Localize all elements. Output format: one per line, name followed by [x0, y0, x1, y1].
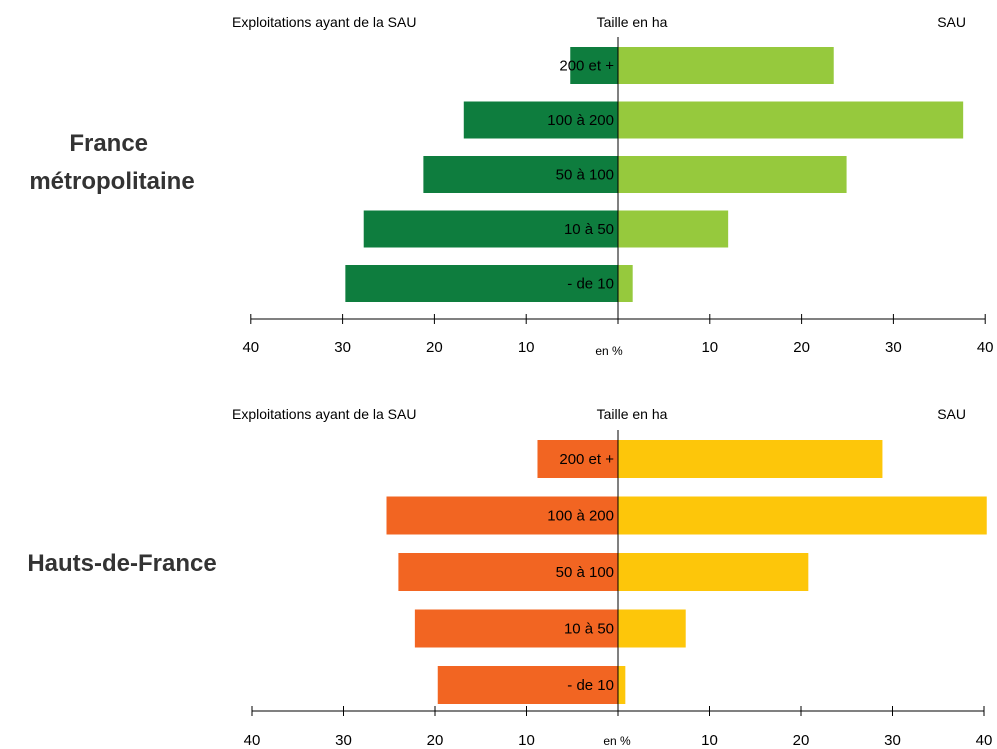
bar-right [618, 440, 883, 478]
category-label: 200 et + [559, 58, 614, 75]
category-label: 200 et + [559, 451, 614, 468]
bar-right [618, 265, 633, 302]
bars-group [386, 440, 987, 704]
category-label: 100 à 200 [547, 112, 614, 129]
tick-label: 40 [977, 339, 994, 356]
size-class-header: Taille en ha [597, 406, 668, 422]
category-label: 50 à 100 [556, 167, 614, 184]
category-labels: 200 et + 100 à 200 50 à 100 10 à 50 - de 10 [547, 451, 614, 694]
category-label: 100 à 200 [547, 508, 614, 525]
bar-left [363, 210, 618, 248]
tick-label: 40 [976, 732, 993, 749]
bar-left [437, 666, 618, 704]
bar-left [386, 496, 618, 535]
category-label: 10 à 50 [564, 621, 614, 638]
category-label: 10 à 50 [564, 221, 614, 238]
unit-label: en % [595, 344, 623, 358]
category-label: 50 à 100 [556, 564, 614, 581]
tick-label: 10 [518, 732, 535, 749]
bar-left [398, 553, 618, 591]
bar-right [618, 101, 964, 139]
unit-label: en % [603, 734, 631, 748]
bar-left [463, 101, 618, 139]
tick-label: 40 [242, 339, 259, 356]
tick-label: 30 [335, 732, 352, 749]
bar-right [618, 156, 847, 193]
hauts-de-france-panel: Hauts-de-France Exploitations ayant de l… [27, 406, 992, 749]
france-metropolitaine-panel: France métropolitaine Exploitations ayan… [29, 14, 993, 358]
tick-label: 10 [701, 732, 718, 749]
right-series-header: SAU [937, 406, 966, 422]
bars-group [345, 47, 964, 302]
tick-label: 40 [244, 732, 261, 749]
bar-left [345, 265, 618, 302]
tick-label: 10 [518, 339, 535, 356]
tick-label: 30 [884, 732, 901, 749]
bar-left [570, 47, 618, 84]
tick-label: 20 [426, 339, 443, 356]
bar-right [618, 496, 987, 535]
size-class-header: Taille en ha [597, 14, 668, 30]
right-series-header: SAU [937, 14, 966, 30]
tick-label: 20 [427, 732, 444, 749]
tick-label: 30 [885, 339, 902, 356]
category-labels: 200 et + 100 à 200 50 à 100 10 à 50 - de 10 [547, 58, 614, 293]
x-axis: 40 30 20 10 10 20 30 40 [242, 37, 994, 356]
bar-right [618, 47, 834, 84]
left-series-header: Exploitations ayant de la SAU [232, 406, 416, 422]
panel-title: France métropolitaine [29, 130, 194, 195]
tick-label: 30 [334, 339, 351, 356]
bar-left [414, 609, 618, 648]
bar-right [618, 210, 729, 248]
x-axis: 40 30 20 10 10 20 30 40 [244, 430, 993, 749]
bar-right [618, 666, 626, 704]
left-series-header: Exploitations ayant de la SAU [232, 14, 416, 30]
bar-left [423, 156, 618, 193]
panel-title: Hauts-de-France [27, 550, 216, 577]
tick-label: 20 [793, 732, 810, 749]
bar-right [618, 609, 686, 648]
tick-label: 10 [701, 339, 718, 356]
tick-label: 20 [793, 339, 810, 356]
bar-right [618, 553, 809, 591]
bar-left [537, 440, 618, 478]
category-label: - de 10 [567, 677, 614, 694]
category-label: - de 10 [567, 276, 614, 293]
